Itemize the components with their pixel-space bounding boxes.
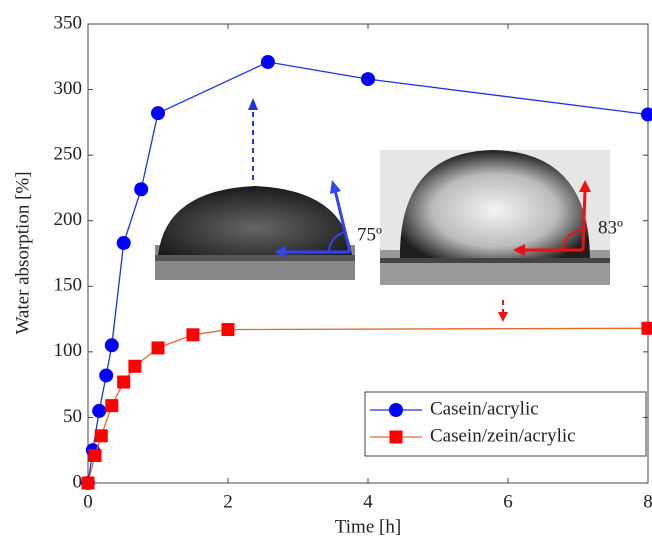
marker: [641, 321, 652, 335]
legend-label: Casein/zein/acrylic: [430, 425, 576, 446]
inset-left: [155, 186, 355, 280]
marker: [99, 368, 114, 383]
marker: [641, 107, 652, 122]
marker: [94, 429, 108, 443]
x-tick-label: 8: [643, 491, 652, 512]
y-tick-label: 0: [73, 471, 83, 492]
y-tick-label: 250: [54, 144, 83, 165]
marker: [260, 55, 275, 70]
legend-marker: [389, 403, 403, 417]
angle-label: 83º: [598, 217, 623, 238]
legend-marker: [389, 430, 403, 444]
legend-label: Casein/acrylic: [430, 398, 539, 419]
marker: [88, 448, 102, 462]
y-tick-label: 100: [54, 340, 83, 361]
legend: [364, 391, 647, 457]
y-tick-label: 300: [54, 78, 83, 99]
marker: [151, 106, 165, 121]
marker: [221, 323, 235, 337]
marker: [104, 338, 119, 353]
x-tick-label: 0: [83, 491, 93, 512]
marker: [116, 236, 131, 251]
series-line: [87, 327, 649, 484]
marker: [134, 182, 149, 197]
y-tick-label: 350: [54, 12, 83, 33]
marker: [92, 403, 107, 418]
x-tick-label: 2: [223, 491, 233, 512]
marker: [105, 399, 119, 413]
x-tick-label: 4: [363, 491, 373, 512]
angle-arrows: [248, 98, 591, 322]
x-axis-label: Time [h]: [335, 516, 401, 537]
marker: [151, 341, 165, 355]
y-axis-label: Water absorption [%]: [12, 171, 33, 334]
marker: [81, 476, 95, 490]
marker: [361, 72, 375, 87]
marker: [117, 375, 131, 389]
marker: [186, 328, 200, 342]
angle-label: 75º: [357, 224, 382, 245]
y-tick-label: 200: [54, 209, 83, 230]
y-tick-label: 150: [54, 275, 83, 296]
y-tick-label: 50: [63, 406, 82, 427]
x-tick-label: 6: [503, 491, 513, 512]
inset-right: [380, 150, 610, 285]
marker: [128, 359, 142, 373]
